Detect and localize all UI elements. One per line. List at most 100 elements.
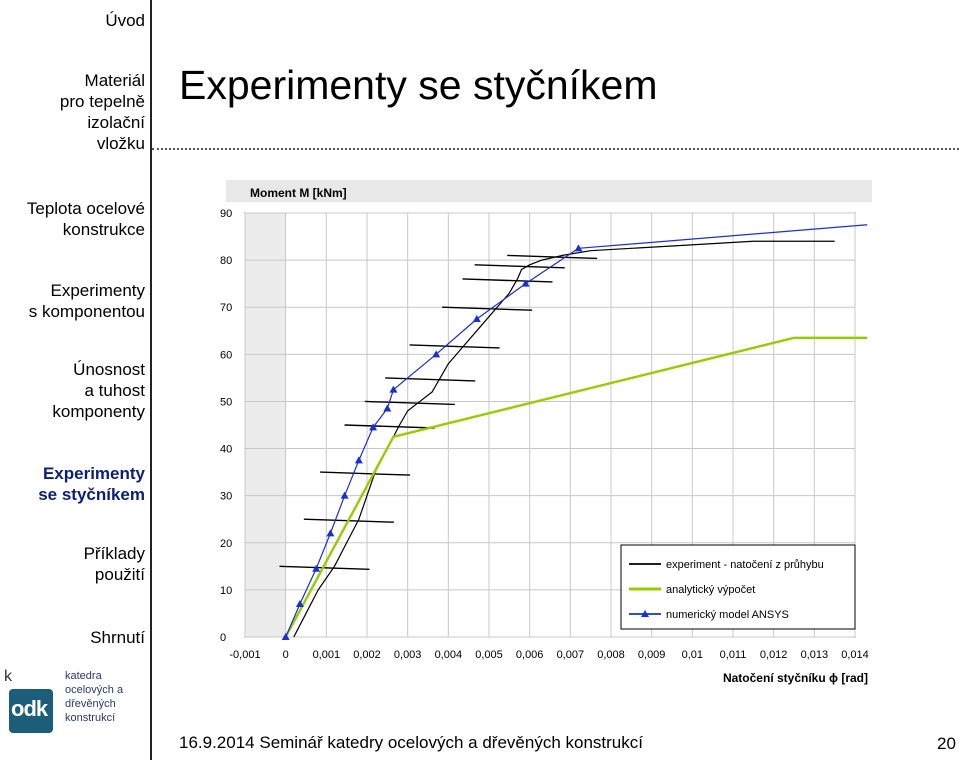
plot-shaded-region (245, 213, 286, 637)
sidebar-divider (150, 0, 152, 760)
department-logo: k odk katedra ocelových a dřevěných kons… (2, 662, 150, 742)
y-tick-label: 20 (220, 538, 232, 550)
ansys-marker (383, 404, 392, 412)
x-tick-label: 0,003 (394, 649, 422, 661)
ansys-marker (326, 529, 335, 537)
y-tick-label: 80 (220, 255, 232, 267)
y-tick-label: 0 (220, 632, 226, 644)
sidebar-item-5[interactable]: Únosnost a tuhost komponenty (0, 359, 145, 422)
experiment-cycle-stroke (385, 377, 476, 382)
sidebar-item-label-line: Shrnutí (90, 628, 145, 647)
sidebar-item-label-line: izolační (87, 113, 145, 132)
y-tick-label: 10 (220, 585, 232, 597)
x-tick-label: 0,002 (353, 649, 381, 661)
x-tick-label: 0,001 (313, 649, 341, 661)
legend-marker (641, 610, 649, 617)
y-tick-label: 90 (220, 208, 232, 220)
logo-k-letter: k (4, 668, 12, 685)
series-line-analytical (284, 336, 868, 638)
sidebar-item-label-line: vložku (96, 134, 145, 153)
series-line-numerical (285, 224, 868, 638)
y-tick-label: 50 (220, 396, 232, 408)
experiment-cycle-stroke (364, 400, 455, 406)
sidebar-item-7[interactable]: Příklady použití (0, 543, 145, 585)
x-tick-label: 0,01 (682, 649, 703, 661)
x-tick-label: -0,001 (229, 649, 260, 661)
logo-line-4: konstrukcí (65, 712, 116, 724)
experiment-cycle-stroke (344, 424, 435, 429)
sidebar-item-label-line: komponenty (52, 402, 145, 421)
ansys-marker (521, 279, 530, 287)
ansys-marker (472, 315, 481, 322)
x-tick-label: 0,011 (720, 649, 747, 661)
legend-label: experiment - natočení z průhybu (666, 559, 824, 571)
sidebar-item-label-line: Úvod (105, 11, 145, 30)
slide-title: Experimenty se styčníkem (179, 62, 658, 108)
sidebar-item-label-line: s komponentou (28, 302, 145, 321)
x-axis-title: Natočení styčníku ϕ [rad] (723, 671, 868, 685)
logo-line-2: ocelových a (65, 684, 124, 696)
ansys-marker (295, 600, 304, 608)
sidebar-item-4[interactable]: Experimenty s komponentou (0, 280, 145, 322)
sidebar-item-label-line: Příklady (83, 544, 145, 563)
chart-header-band (226, 180, 872, 202)
chart: 0 10 20 30 40 50 60 70 80 90 -0,001 0 0,001 0,002 0,00… (216, 170, 872, 693)
y-tick-label: 70 (220, 302, 232, 314)
ansys-marker (389, 385, 398, 393)
sidebar: Úvod Materiál pro tepelně izolační vložku Tep… (0, 0, 152, 760)
experiment-cycle-stroke (442, 306, 533, 311)
experiment-cycle-stroke (279, 565, 370, 571)
x-tick-label: 0,008 (597, 649, 625, 661)
ansys-marker (432, 350, 441, 358)
sidebar-item-3[interactable]: Teplota ocelové konstrukce (0, 198, 145, 240)
x-tick-label: 0,004 (435, 649, 463, 661)
x-tick-label: 0,006 (516, 649, 544, 661)
y-axis-title: Moment M [kNm] (250, 186, 347, 200)
x-tick-label: 0,005 (475, 649, 503, 661)
ansys-marker (281, 633, 290, 640)
experiment-cycle-stroke (409, 344, 500, 349)
sidebar-item-2[interactable]: Materiál pro tepelně izolační vložku (0, 70, 145, 154)
experiment-cycle-stroke (507, 254, 598, 260)
y-tick-label: 30 (220, 491, 232, 503)
x-tick-label: 0,009 (638, 649, 666, 661)
title-divider (152, 148, 959, 150)
legend-label: analytický výpočet (666, 584, 755, 596)
logo-line-3: dřevěných (65, 698, 116, 710)
x-tick-label: 0,007 (557, 649, 585, 661)
sidebar-item-label-line: pro tepelně (59, 92, 145, 111)
footer-text: 16.9.2014 Seminář katedry ocelových a dř… (179, 733, 643, 752)
x-tick-label: 0 (283, 649, 289, 661)
ansys-marker (369, 423, 378, 431)
logo-line-1: katedra (65, 670, 102, 682)
experiment-cycle-stroke (320, 471, 411, 476)
y-tick-label: 40 (220, 444, 232, 456)
sidebar-item-label-line: Únosnost (73, 360, 145, 379)
x-tick-label: 0,012 (760, 649, 788, 661)
legend-label: numerický model ANSYS (666, 609, 789, 621)
x-tick-label: 0,014 (841, 649, 869, 661)
legend-box (620, 544, 856, 630)
sidebar-item-1[interactable]: Úvod (0, 10, 145, 31)
sidebar-item-label-line: použití (94, 565, 145, 584)
sidebar-item-label-line: Materiál (84, 71, 145, 90)
sidebar-item-6[interactable]: Experimenty se styčníkem (0, 463, 145, 505)
logo-mark (9, 689, 53, 733)
sidebar-item-label-line: Experimenty (50, 281, 145, 300)
ansys-marker (340, 491, 349, 499)
ansys-marker (354, 456, 363, 464)
sidebar-item-label-line: se styčníkem (38, 485, 145, 504)
sidebar-item-label-line: Experimenty (42, 464, 145, 483)
series-line-experiment (293, 240, 835, 638)
y-tick-label: 60 (220, 349, 232, 361)
page-number: 20 (937, 734, 956, 753)
logo-odk: odk (11, 696, 48, 721)
experiment-cycle-stroke (462, 278, 553, 283)
ansys-marker (574, 244, 583, 252)
sidebar-item-8[interactable]: Shrnutí (0, 627, 145, 648)
ansys-marker (312, 564, 321, 572)
x-tick-label: 0,013 (801, 649, 829, 661)
sidebar-item-label-line: Teplota ocelové (26, 199, 145, 218)
sidebar-item-label-line: konstrukce (62, 220, 145, 239)
